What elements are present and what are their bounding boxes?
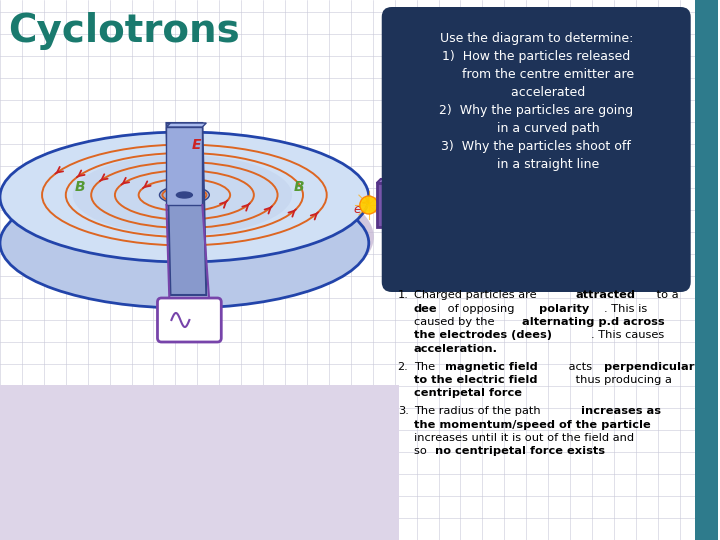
Ellipse shape xyxy=(5,167,374,307)
Text: Use the diagram to determine:
1)  How the particles released
      from the cent: Use the diagram to determine: 1) How the… xyxy=(438,32,634,171)
Text: . This causes: . This causes xyxy=(591,330,665,341)
FancyBboxPatch shape xyxy=(377,183,395,227)
Ellipse shape xyxy=(0,132,369,262)
Text: The radius of the path: The radius of the path xyxy=(413,406,544,416)
Text: of opposing: of opposing xyxy=(444,303,518,314)
Text: . This is: . This is xyxy=(604,303,647,314)
Text: B: B xyxy=(74,180,85,194)
Text: 2.: 2. xyxy=(397,361,408,372)
FancyBboxPatch shape xyxy=(158,298,221,342)
Text: E: E xyxy=(192,138,201,152)
Text: 3.: 3. xyxy=(397,406,408,416)
Text: the momentum/speed of the particle: the momentum/speed of the particle xyxy=(413,420,650,429)
Polygon shape xyxy=(377,179,399,183)
FancyBboxPatch shape xyxy=(0,385,399,540)
Text: attracted: attracted xyxy=(576,290,636,300)
Text: no centripetal force exists: no centripetal force exists xyxy=(435,447,605,456)
Polygon shape xyxy=(166,127,202,205)
Text: acts: acts xyxy=(564,361,595,372)
Text: caused by the: caused by the xyxy=(413,317,498,327)
Text: e: e xyxy=(354,203,361,216)
Ellipse shape xyxy=(0,178,369,308)
Text: thus producing a: thus producing a xyxy=(572,375,672,385)
Polygon shape xyxy=(166,123,207,127)
Text: B: B xyxy=(294,180,305,194)
Text: increases as: increases as xyxy=(581,406,661,416)
FancyBboxPatch shape xyxy=(382,7,690,292)
Text: dee: dee xyxy=(413,303,437,314)
Text: centripetal force: centripetal force xyxy=(413,388,521,399)
Text: Charged particles are: Charged particles are xyxy=(413,290,540,300)
Text: acceleration.: acceleration. xyxy=(413,344,498,354)
Text: polarity: polarity xyxy=(539,303,590,314)
Text: so: so xyxy=(413,447,430,456)
Text: the electrodes (dees): the electrodes (dees) xyxy=(413,330,552,341)
Ellipse shape xyxy=(176,192,192,198)
FancyBboxPatch shape xyxy=(695,0,718,540)
Text: perpendicular: perpendicular xyxy=(604,361,695,372)
Text: alternating p.d across: alternating p.d across xyxy=(522,317,665,327)
Text: Cyclotrons: Cyclotrons xyxy=(8,12,240,50)
Ellipse shape xyxy=(159,186,210,204)
Text: The: The xyxy=(413,361,438,372)
Text: to the electric field: to the electric field xyxy=(413,375,537,385)
Text: magnetic field: magnetic field xyxy=(446,361,539,372)
Polygon shape xyxy=(166,123,207,295)
Text: 1.: 1. xyxy=(397,290,408,300)
Text: increases until it is out of the field and: increases until it is out of the field a… xyxy=(413,433,634,443)
Ellipse shape xyxy=(73,155,292,235)
Text: to a: to a xyxy=(653,290,679,300)
Circle shape xyxy=(360,196,378,214)
